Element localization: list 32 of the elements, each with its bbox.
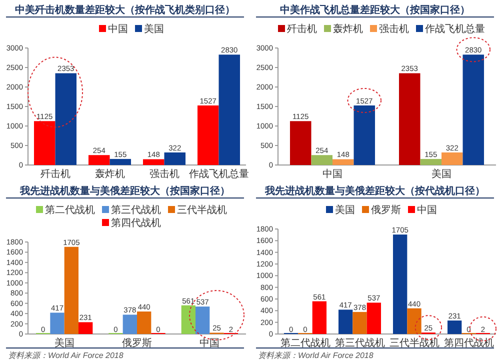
chart-title: 我先进战机数量与美俄差距较大（按代战机口径） <box>264 185 485 197</box>
text: 资料来源：World Air Force 2018 <box>8 351 124 360</box>
legend-label: 中国 <box>417 204 437 216</box>
legend-label: 美国 <box>335 204 355 216</box>
x-tick-label: 作战飞机总量 <box>188 168 249 180</box>
legend-label: 美国 <box>144 23 164 35</box>
legend-label: 三代半战机 <box>177 204 227 216</box>
legend-label: 第二代战机 <box>45 204 95 216</box>
legend-label: 第四代战机 <box>111 217 161 229</box>
legend-label: 歼击机 <box>287 23 317 35</box>
x-tick-label: 歼击机 <box>40 168 70 180</box>
legend-label: 第三代战机 <box>111 204 161 216</box>
chart-title: 中美歼击机数量差距较大（按作战飞机类别口径） <box>15 4 235 16</box>
x-tick-label: 第三代战机 <box>334 337 385 349</box>
x-tick-label: 三代半战机 <box>389 337 440 349</box>
legend-label: 俄罗斯 <box>371 204 401 216</box>
legend-label: 作战飞机总量 <box>424 23 485 35</box>
x-tick-label: 中国 <box>200 337 220 349</box>
x-tick-label: 强击机 <box>149 168 180 180</box>
x-tick-label: 第四代战机 <box>444 337 494 349</box>
legend-label: 强击机 <box>379 23 409 35</box>
x-tick-label: 中国 <box>322 168 342 180</box>
x-tick-label: 轰炸机 <box>94 168 125 180</box>
x-tick-label: 美国 <box>54 337 74 349</box>
chart-title: 我先进战机数量与美俄差距较大（按国家口径） <box>19 185 230 197</box>
legend-label: 轰炸机 <box>333 23 363 35</box>
legend-label: 中国 <box>108 23 128 35</box>
x-tick-label: 第二代战机 <box>280 337 330 349</box>
chart-title: 中美作战飞机总量差距较大（按国家口径） <box>280 4 470 16</box>
x-tick-label: 俄罗斯 <box>122 337 152 349</box>
x-tick-label: 美国 <box>432 168 452 180</box>
text: 资料来源：World Air Force 2018 <box>258 351 374 360</box>
